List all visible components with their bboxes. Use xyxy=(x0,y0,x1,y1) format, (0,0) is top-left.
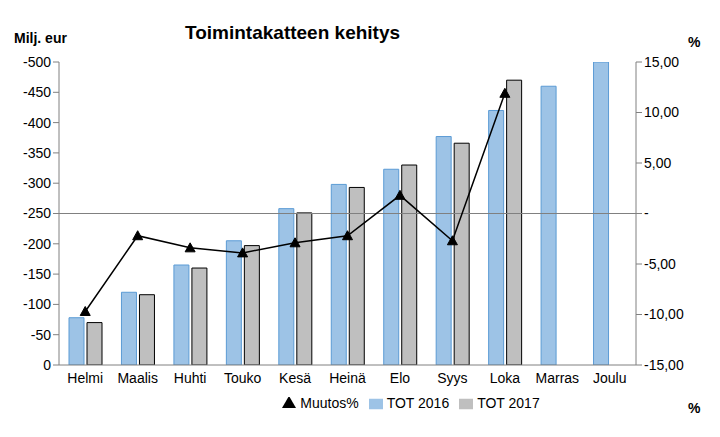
svg-text:Heinä: Heinä xyxy=(329,370,366,386)
svg-text:-15,00: -15,00 xyxy=(644,357,684,373)
svg-text:10,00: 10,00 xyxy=(644,104,679,120)
svg-text:-: - xyxy=(644,205,649,221)
svg-text:-50: -50 xyxy=(31,327,51,343)
svg-text:-250: -250 xyxy=(23,205,51,221)
svg-text:Touko: Touko xyxy=(224,370,262,386)
svg-text:Loka: Loka xyxy=(490,370,521,386)
svg-text:0: 0 xyxy=(43,357,51,373)
svg-text:Helmi: Helmi xyxy=(67,370,103,386)
svg-text:-200: -200 xyxy=(23,236,51,252)
html-text:TOT 2016: TOT 2016 xyxy=(386,395,450,411)
svg-text:-100: -100 xyxy=(23,296,51,312)
svg-text:Joulu: Joulu xyxy=(593,370,626,386)
svg-text:Kesä: Kesä xyxy=(279,370,311,386)
html-text:Toimintakatteen kehitys: Toimintakatteen kehitys xyxy=(185,22,400,43)
html-text:TOT 2017: TOT 2017 xyxy=(477,395,540,411)
svg-text:5,00: 5,00 xyxy=(644,155,671,171)
svg-text:-400: -400 xyxy=(23,115,51,131)
html-text:Muutos%: Muutos% xyxy=(300,395,359,411)
svg-text:15,00: 15,00 xyxy=(644,54,679,70)
html-text:Milj. eur: Milj. eur xyxy=(14,30,67,46)
svg-text:Marras: Marras xyxy=(536,370,580,386)
svg-text:-5,00: -5,00 xyxy=(644,256,676,272)
svg-text:-300: -300 xyxy=(23,175,51,191)
svg-text:-10,00: -10,00 xyxy=(644,306,684,322)
svg-text:-150: -150 xyxy=(23,266,51,282)
svg-text:-500: -500 xyxy=(23,54,51,70)
svg-text:-350: -350 xyxy=(23,145,51,161)
svg-text:Huhti: Huhti xyxy=(174,370,207,386)
svg-text:Maalis: Maalis xyxy=(117,370,157,386)
svg-text:Elo: Elo xyxy=(390,370,410,386)
svg-text:-450: -450 xyxy=(23,84,51,100)
svg-text:Syys: Syys xyxy=(437,370,467,386)
